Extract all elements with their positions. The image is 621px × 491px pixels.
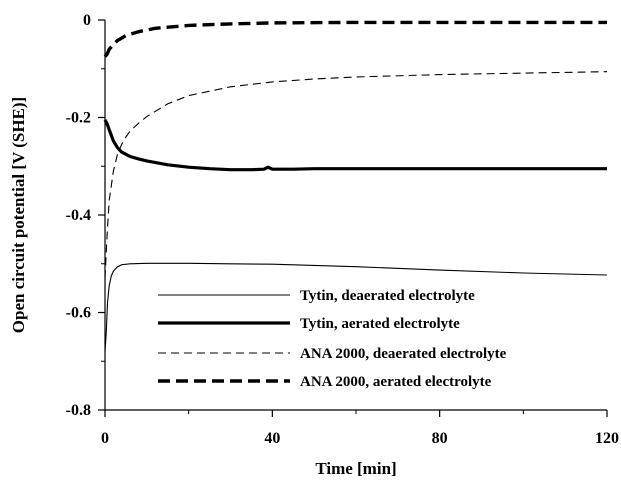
legend-label-2: Tytin, aerated electrolyte (300, 316, 460, 332)
x-axis-label: Time [min] (315, 459, 396, 478)
y-tick-label: -0.2 (66, 110, 91, 127)
y-tick-label: -0.8 (66, 402, 91, 419)
y-tick-label: -0.4 (66, 207, 91, 224)
series-line-3 (104, 71, 608, 279)
x-tick-label: 120 (595, 430, 619, 447)
series-line-1 (104, 262, 608, 352)
legend-label-3: ANA 2000, deaerated electrolyte (300, 346, 507, 362)
legend-label-4: ANA 2000, aerated electrolyte (300, 374, 492, 390)
legend-label-1: Tytin, deaerated electrolyte (300, 288, 475, 304)
y-axis-label: Open circuit potential [V (SHE)] (9, 97, 28, 333)
series-line-2 (103, 119, 607, 172)
axis-ticks: 0 -0.2 -0.4 -0.6 -0.8 0 40 80 120 (66, 12, 619, 447)
series-line-4 (103, 20, 607, 58)
x-tick-label: 40 (264, 430, 280, 447)
y-tick-label: -0.6 (66, 305, 91, 322)
legend: Tytin, deaerated electrolyte Tytin, aerat… (158, 288, 507, 390)
series-lines (103, 20, 608, 352)
x-tick-label: 80 (432, 430, 448, 447)
x-tick-label: 0 (101, 430, 109, 447)
y-tick-label: 0 (83, 12, 91, 29)
